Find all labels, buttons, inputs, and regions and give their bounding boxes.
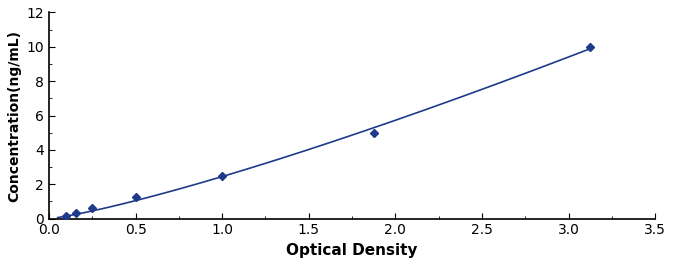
X-axis label: Optical Density: Optical Density <box>286 243 418 258</box>
Y-axis label: Concentration(ng/mL): Concentration(ng/mL) <box>7 29 21 202</box>
